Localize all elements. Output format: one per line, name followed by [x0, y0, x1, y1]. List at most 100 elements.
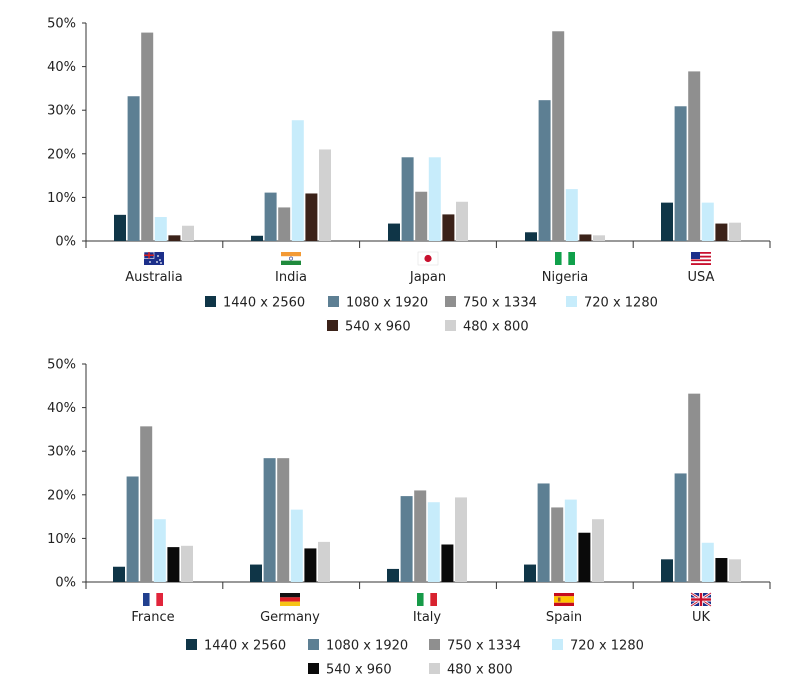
legend-label: 750 x 1334 — [463, 296, 537, 311]
bar-germany-540x960 — [304, 548, 317, 582]
bar-india-750x1334 — [278, 207, 291, 241]
bar-germany-480x800 — [318, 541, 330, 582]
bar-usa-480x800 — [729, 222, 741, 241]
bar-australia-720x1280 — [154, 217, 167, 241]
legend-label: 480 x 800 — [447, 663, 513, 678]
legend-label: 1080 x 1920 — [326, 639, 408, 654]
japan-flag-icon — [417, 251, 439, 266]
bar-france-540x960 — [167, 547, 180, 582]
india-flag-icon — [281, 252, 301, 265]
chart-2: 0% 10% 20% 30% 40% 50% France Germany Italy Spain… — [47, 358, 771, 678]
bar-uk-540x960 — [715, 558, 728, 582]
bar-spain-540x960 — [578, 532, 591, 582]
usa-flag-icon — [691, 252, 711, 265]
bar-india-1440x2560 — [251, 235, 263, 241]
legend-swatch — [445, 296, 456, 307]
bar-usa-720x1280 — [701, 202, 714, 241]
bar-spain-1080x1920 — [537, 483, 550, 582]
legend-swatch — [328, 296, 339, 307]
bar-germany-720x1280 — [290, 509, 303, 582]
bar-germany-1440x2560 — [250, 564, 262, 582]
legend-swatch — [186, 639, 197, 650]
bar-uk-1440x2560 — [661, 559, 673, 582]
bar-italy-750x1334 — [414, 490, 427, 582]
bar-australia-480x800 — [182, 225, 194, 241]
bar-japan-1440x2560 — [388, 223, 400, 241]
legend-swatch — [566, 296, 577, 307]
bar-nigeria-540x960 — [579, 234, 592, 241]
x-tick-label: UK — [692, 610, 711, 625]
bar-france-1080x1920 — [126, 476, 139, 582]
legend-swatch — [552, 639, 563, 650]
x-tick-label: France — [131, 610, 174, 625]
bar-usa-540x960 — [715, 223, 728, 241]
legend-label: 1440 x 2560 — [223, 296, 305, 311]
x-tick-label: Nigeria — [542, 270, 589, 285]
bar-uk-1080x1920 — [674, 473, 687, 582]
legend: 1440 x 2560 1080 x 1920 750 x 1334 720 x 12… — [186, 639, 644, 678]
bar-italy-480x800 — [455, 497, 467, 582]
bar-japan-540x960 — [442, 214, 455, 241]
bar-india-480x800 — [319, 149, 331, 241]
y-tick-label: 30% — [47, 104, 76, 119]
bar-germany-1080x1920 — [263, 458, 276, 582]
bar-italy-1440x2560 — [387, 568, 399, 582]
bar-france-750x1334 — [140, 426, 153, 582]
bar-spain-480x800 — [592, 519, 604, 582]
bar-uk-720x1280 — [701, 542, 714, 582]
x-tick-label: Spain — [546, 610, 582, 625]
australia-flag-icon — [143, 251, 164, 265]
y-tick-label: 40% — [47, 60, 76, 75]
legend: 1440 x 2560 1080 x 1920 750 x 1334 720 x 12… — [205, 296, 658, 335]
y-tick-label: 20% — [47, 488, 76, 503]
legend-swatch — [308, 663, 319, 674]
x-tick-label: Germany — [260, 610, 320, 625]
legend-label: 720 x 1280 — [570, 639, 644, 654]
y-tick-label: 50% — [47, 358, 76, 373]
bar-italy-540x960 — [441, 544, 454, 582]
france-flag-icon — [143, 593, 163, 606]
x-tick-label: Australia — [125, 270, 183, 285]
bar-japan-720x1280 — [428, 157, 441, 241]
bar-australia-540x960 — [168, 235, 181, 241]
bar-usa-750x1334 — [688, 71, 701, 241]
bar-germany-750x1334 — [277, 458, 290, 582]
y-tick-label: 20% — [47, 147, 76, 162]
bar-nigeria-1440x2560 — [525, 232, 537, 241]
bar-india-720x1280 — [291, 120, 304, 241]
x-tick-label: Italy — [413, 610, 442, 625]
legend-swatch — [205, 296, 216, 307]
legend-label: 540 x 960 — [345, 320, 411, 335]
legend-swatch — [429, 639, 440, 650]
legend-label: 480 x 800 — [463, 320, 529, 335]
y-tick-label: 10% — [47, 532, 76, 547]
bar-australia-1440x2560 — [114, 214, 126, 241]
bar-nigeria-480x800 — [593, 235, 605, 241]
x-tick-label: Japan — [409, 270, 446, 285]
legend-label: 540 x 960 — [326, 663, 392, 678]
chart-1: 0% 10% 20% 30% 40% 50% Australia India Japan Nige… — [47, 17, 771, 335]
bar-india-540x960 — [305, 193, 318, 241]
bar-nigeria-720x1280 — [565, 189, 578, 241]
legend-swatch — [308, 639, 319, 650]
y-tick-label: 10% — [47, 191, 76, 206]
bar-australia-750x1334 — [141, 32, 154, 242]
bar-italy-1080x1920 — [400, 496, 413, 582]
bar-india-1080x1920 — [264, 192, 277, 241]
legend-swatch — [445, 320, 456, 331]
legend-label: 1440 x 2560 — [204, 639, 286, 654]
bar-france-480x800 — [181, 545, 193, 582]
bar-spain-720x1280 — [564, 499, 577, 582]
x-tick-label: India — [275, 270, 307, 285]
legend-label: 750 x 1334 — [447, 639, 521, 654]
bar-italy-720x1280 — [427, 502, 440, 582]
y-tick-label: 50% — [47, 17, 76, 32]
bar-uk-480x800 — [729, 559, 741, 582]
bar-usa-1080x1920 — [674, 106, 687, 241]
bar-japan-1080x1920 — [401, 157, 414, 241]
italy-flag-icon — [417, 593, 437, 606]
bar-spain-750x1334 — [551, 507, 564, 582]
y-tick-label: 30% — [47, 445, 76, 460]
bar-nigeria-750x1334 — [552, 31, 565, 242]
